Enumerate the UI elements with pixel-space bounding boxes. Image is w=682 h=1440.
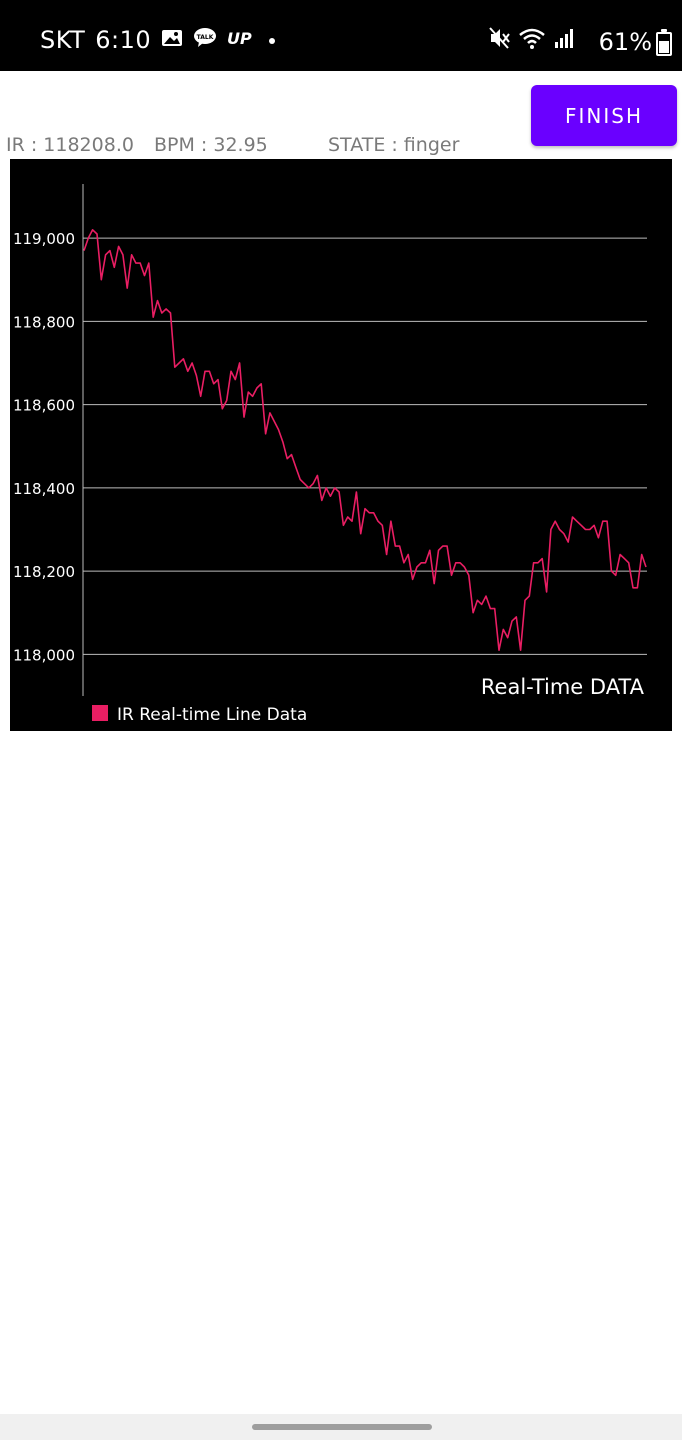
mute-icon bbox=[488, 26, 510, 54]
chart-canvas: 119,000 118,800 118,600 118,400 118,200 118,0… bbox=[13, 184, 647, 725]
navigation-bar bbox=[0, 1414, 682, 1440]
finish-button[interactable]: FINISH bbox=[531, 85, 677, 146]
battery-icon bbox=[656, 29, 672, 56]
series-line bbox=[83, 229, 647, 652]
carrier-label: SKT bbox=[40, 26, 86, 54]
kakaotalk-icon: TALK bbox=[193, 27, 217, 53]
clock: 6:10 bbox=[95, 26, 152, 54]
svg-text:TALK: TALK bbox=[197, 34, 214, 41]
y-tick-label: 119,000 bbox=[13, 230, 75, 248]
legend-label: IR Real-time Line Data bbox=[117, 705, 307, 725]
status-bar: SKT 6:10 TALK UP 61% bbox=[0, 0, 682, 71]
y-tick-label: 118,600 bbox=[13, 397, 75, 415]
y-tick-label: 118,400 bbox=[13, 480, 75, 498]
dot-icon bbox=[265, 31, 279, 50]
gallery-icon bbox=[161, 28, 183, 52]
wifi-icon bbox=[518, 26, 546, 54]
realtime-line-chart: 119,000 118,800 118,600 118,400 118,200 118,0… bbox=[10, 159, 672, 731]
battery-percent: 61% bbox=[598, 28, 652, 56]
ir-value-label: IR : 118208.0 bbox=[6, 134, 134, 156]
chart-description: Real-Time DATA bbox=[481, 675, 645, 699]
y-tick-label: 118,200 bbox=[13, 563, 75, 581]
y-tick-label: 118,000 bbox=[13, 646, 75, 664]
state-label: STATE : finger bbox=[328, 134, 460, 156]
signal-icon bbox=[554, 27, 574, 53]
home-handle[interactable] bbox=[252, 1424, 432, 1430]
bpm-value-label: BPM : 32.95 bbox=[154, 134, 268, 156]
y-tick-label: 118,800 bbox=[13, 313, 75, 331]
svg-text:UP: UP bbox=[227, 29, 252, 48]
up-icon: UP bbox=[227, 28, 255, 52]
legend-swatch bbox=[92, 705, 108, 721]
